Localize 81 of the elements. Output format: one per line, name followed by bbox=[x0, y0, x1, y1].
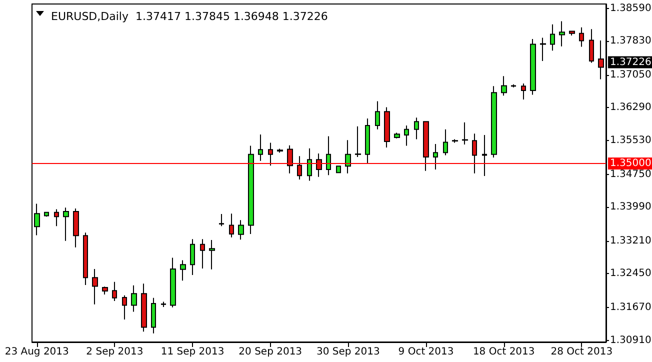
candlestick bbox=[102, 286, 108, 295]
candlestick bbox=[550, 24, 555, 52]
x-tick-label: 18 Oct 2013 bbox=[472, 346, 535, 358]
candlestick bbox=[44, 212, 49, 218]
candlestick bbox=[229, 213, 234, 238]
candlestick bbox=[54, 208, 59, 227]
candlestick bbox=[92, 268, 98, 305]
candlestick bbox=[521, 83, 526, 100]
text: 1.37226 bbox=[610, 56, 652, 68]
candlestick bbox=[559, 20, 565, 47]
x-tick-label: 9 Oct 2013 bbox=[398, 346, 454, 358]
y-tick-label: 1.35530 bbox=[610, 135, 652, 146]
candlestick bbox=[579, 26, 584, 48]
candlestick bbox=[443, 128, 448, 156]
candlestick bbox=[277, 148, 283, 154]
candlestick bbox=[414, 117, 419, 140]
candlestick bbox=[238, 220, 244, 240]
candlestick bbox=[268, 142, 273, 166]
candlestick bbox=[491, 86, 497, 158]
candlestick bbox=[598, 40, 604, 80]
candlestick bbox=[219, 214, 224, 227]
candlestick bbox=[248, 145, 254, 234]
candlestick bbox=[73, 208, 79, 248]
ref-line-label: 1.35000 bbox=[610, 158, 652, 169]
candlestick bbox=[297, 156, 302, 180]
candlestick bbox=[569, 30, 575, 36]
candlestick bbox=[307, 148, 312, 182]
x-tick-label: 28 Oct 2013 bbox=[550, 346, 613, 358]
y-tick-label: 1.33210 bbox=[610, 235, 652, 246]
candlestick bbox=[482, 134, 487, 177]
candlestick bbox=[131, 284, 137, 312]
candlestick bbox=[540, 37, 546, 62]
candlestick bbox=[589, 28, 594, 64]
candlestick bbox=[404, 124, 409, 146]
candlestick bbox=[122, 294, 127, 320]
x-tick-label: 2 Sep 2013 bbox=[86, 346, 144, 358]
y-tick-label: 1.32450 bbox=[610, 268, 652, 280]
y-tick-label: 1.31670 bbox=[610, 302, 652, 313]
candlestick bbox=[433, 144, 438, 170]
x-tick-label: 30 Sep 2013 bbox=[316, 346, 380, 358]
candlestick bbox=[423, 120, 429, 172]
candlestick bbox=[316, 153, 322, 178]
candlestick bbox=[472, 133, 477, 174]
candlestick bbox=[34, 203, 40, 236]
candlestick bbox=[190, 238, 195, 276]
candlestick bbox=[287, 144, 293, 174]
x-tick-label: 11 Sep 2013 bbox=[160, 346, 224, 358]
y-tick-label: 1.34750 bbox=[610, 168, 652, 180]
text: EURUSD,Daily 1.37417 1.37845 1.36948 1.37226 bbox=[51, 10, 328, 23]
candlestick bbox=[63, 207, 69, 242]
candlestick bbox=[375, 100, 380, 130]
candlestick bbox=[511, 84, 516, 88]
y-tick-label: 1.38590 bbox=[610, 2, 652, 14]
candlestick bbox=[83, 232, 88, 286]
candlestick bbox=[355, 126, 361, 158]
candlestick bbox=[365, 118, 370, 164]
candlestick bbox=[151, 297, 156, 334]
candlestick bbox=[501, 76, 507, 96]
candlestick bbox=[161, 301, 166, 308]
y-tick-label: 1.37830 bbox=[610, 36, 652, 47]
y-tick-label: 1.30910 bbox=[610, 334, 652, 346]
candlestick bbox=[530, 38, 536, 96]
candlestick bbox=[209, 239, 215, 270]
x-tick-label: 20 Sep 2013 bbox=[238, 346, 302, 358]
candlestick bbox=[141, 283, 147, 332]
candlestick bbox=[394, 132, 400, 139]
candlestick bbox=[462, 122, 468, 145]
candlestick bbox=[170, 257, 176, 308]
candlestick bbox=[326, 136, 331, 176]
candlestick bbox=[336, 166, 341, 174]
candlestick bbox=[258, 134, 263, 162]
y-tick-label: 1.33990 bbox=[610, 202, 652, 213]
candlestick bbox=[384, 106, 390, 148]
candlestick bbox=[452, 138, 458, 144]
x-tick-label: 23 Aug 2013 bbox=[4, 346, 69, 358]
candlestick bbox=[345, 140, 351, 174]
candlestick bbox=[200, 238, 205, 270]
candlestick bbox=[112, 281, 117, 302]
y-tick-label: 1.36290 bbox=[610, 102, 652, 114]
candlestick bbox=[180, 260, 186, 282]
y-tick-label: 1.37050 bbox=[610, 69, 652, 80]
